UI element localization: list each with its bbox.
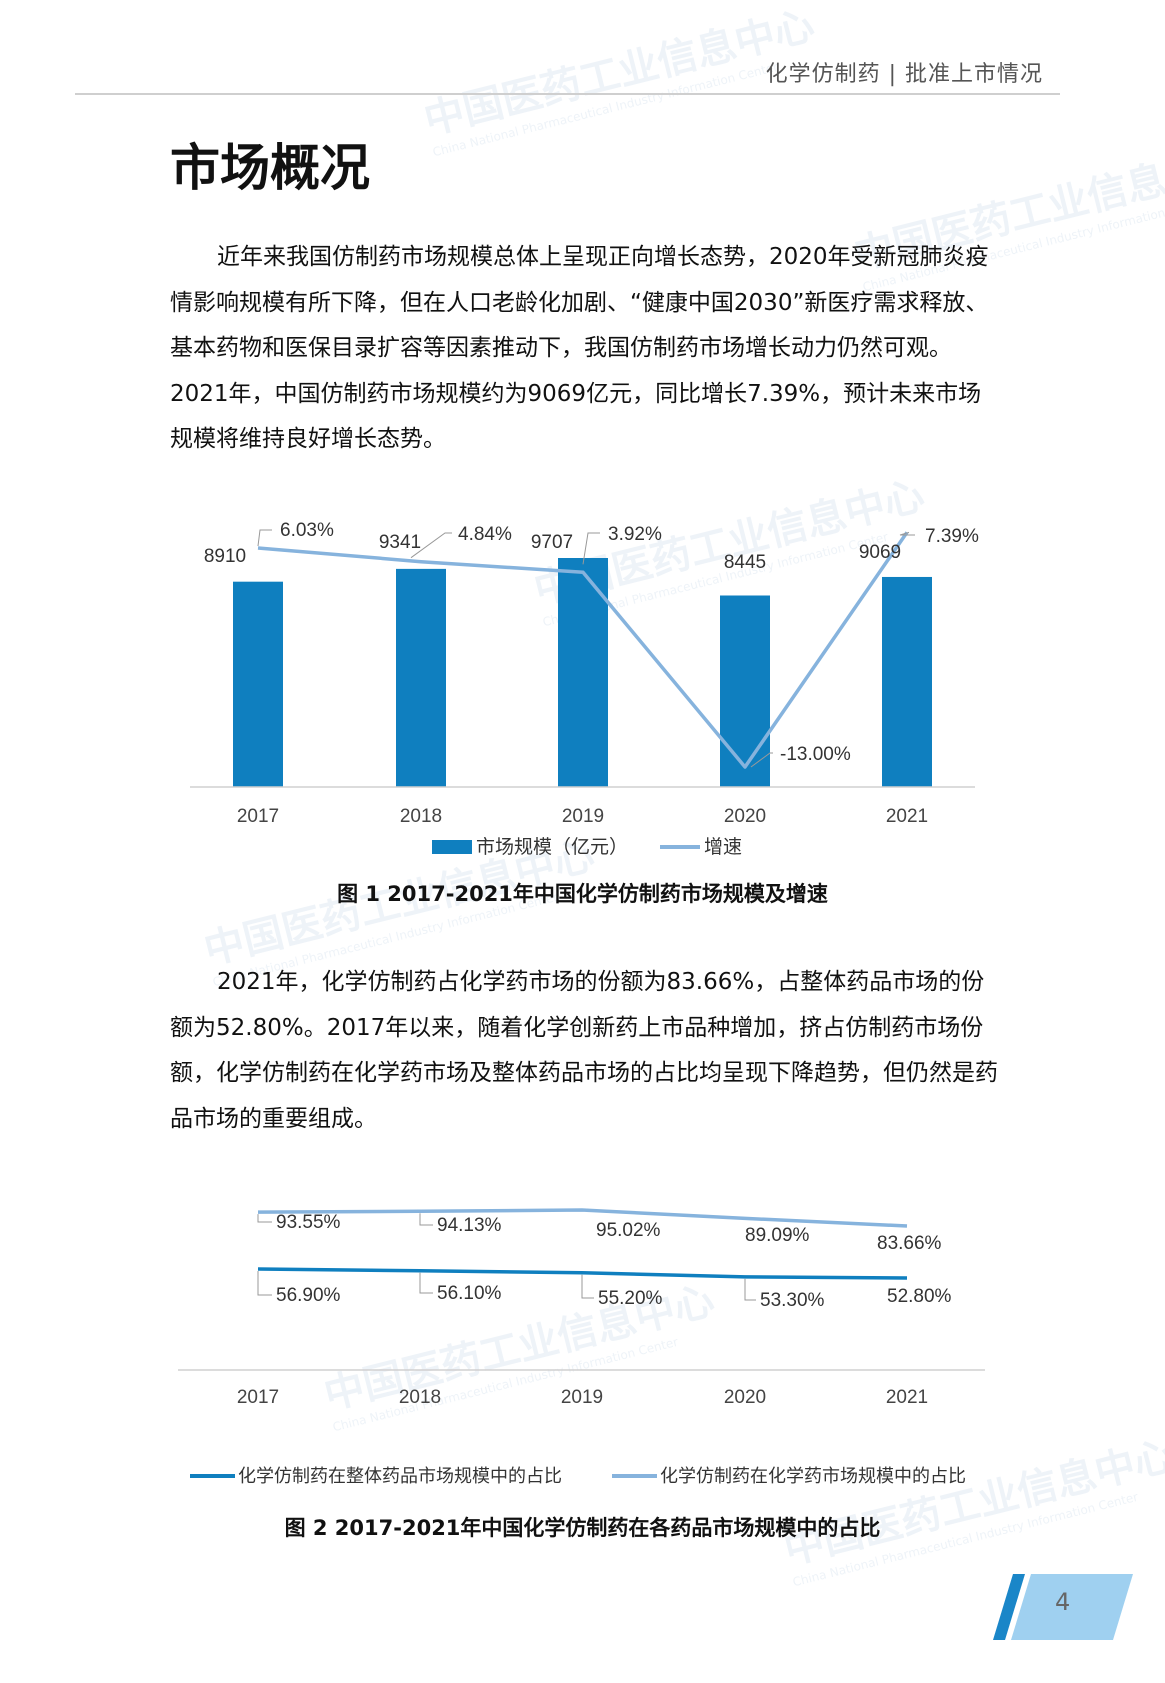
leader-line (581, 1274, 594, 1299)
watermark: 中国医药工业信息中心 China National Pharmaceutical … (419, 2, 819, 160)
figure-1-caption: 图 1 2017-2021年中国化学仿制药市场规模及增速 (337, 882, 828, 906)
share-value-label: 56.10% (437, 1283, 502, 1304)
bar-value-label: 9341 (379, 532, 421, 553)
legend-label-line: 增速 (704, 836, 742, 858)
share-value-label: 89.09% (745, 1225, 810, 1246)
paragraph-2: 2021年，化学仿制药占化学药市场的份额为83.66%，占整体药品市场的份额为5… (170, 969, 998, 1132)
leader-line (419, 1272, 433, 1294)
x-tick-label: 2019 (562, 806, 604, 827)
share-line-chemical (257, 1208, 908, 1228)
growth-value-label: 7.39% (925, 526, 979, 547)
share-value-label: 56.90% (276, 1285, 341, 1306)
figure-2-caption: 图 2 2017-2021年中国化学仿制药在各药品市场规模中的占比 (284, 1516, 881, 1540)
leader-line (744, 1278, 756, 1301)
bar-2020 (720, 595, 770, 787)
x-tick-label: 2018 (400, 806, 442, 827)
paragraph-1: 近年来我国仿制药市场规模总体上呈现正向增长态势，2020年受新冠肺炎疫情影响规模… (170, 244, 989, 452)
header-title: 化学仿制药 | 批准上市情况 (765, 62, 1043, 87)
chart-1: 2017 2018 2019 2020 2021 8910 9341 9707 8445 9069… (190, 520, 979, 858)
x-tick-label: 2019 (561, 1387, 603, 1408)
leader-line (410, 532, 452, 559)
x-tick-label: 2017 (237, 806, 279, 827)
leader-line (257, 529, 272, 547)
share-line-total (257, 1267, 908, 1280)
leader-line (582, 532, 600, 565)
growth-value-label: 3.92% (608, 524, 662, 545)
header-divider (75, 93, 1060, 95)
leader-line (899, 531, 915, 536)
bar-value-label: 8445 (724, 552, 766, 573)
growth-line (257, 531, 909, 769)
leader-line (750, 752, 773, 768)
growth-value-label: 6.03% (280, 520, 334, 541)
x-tick-label: 2021 (886, 1387, 928, 1408)
share-value-label: 94.13% (437, 1215, 502, 1236)
bar-value-label: 8910 (204, 546, 246, 567)
bar-2017 (233, 581, 283, 787)
leader-line (257, 1271, 272, 1296)
page-title: 市场概况 (170, 139, 370, 197)
legend-label-bar: 市场规模（亿元） (476, 836, 628, 858)
share-value-label: 95.02% (596, 1220, 661, 1241)
x-tick-label: 2020 (724, 806, 766, 827)
page-number: 4 (1055, 1588, 1071, 1616)
share-value-label: 52.80% (887, 1286, 952, 1307)
x-tick-label: 2020 (724, 1387, 766, 1408)
page-number-badge: 4 (993, 1574, 1133, 1640)
growth-value-label: 4.84% (458, 524, 512, 545)
share-value-label: 83.66% (877, 1233, 942, 1254)
chart-2: 93.55% 94.13% 95.02% 89.09% 83.66% 56.90% 56.1… (178, 1208, 985, 1487)
share-value-label: 93.55% (276, 1212, 341, 1233)
x-tick-label: 2021 (886, 806, 928, 827)
x-tick-label: 2017 (237, 1387, 279, 1408)
share-value-label: 53.30% (760, 1290, 825, 1311)
bar-2019 (558, 558, 608, 787)
leader-line (257, 1214, 272, 1223)
leader-line (419, 1213, 433, 1226)
x-tick-label: 2018 (399, 1387, 441, 1408)
page-corner-stripes (993, 1574, 1133, 1640)
share-value-label: 55.20% (598, 1288, 663, 1309)
legend-swatch-bar (432, 840, 472, 854)
legend-label-chemical: 化学仿制药在化学药市场规模中的占比 (660, 1466, 966, 1487)
bar-2021 (882, 576, 932, 787)
legend-label-total: 化学仿制药在整体药品市场规模中的占比 (238, 1466, 562, 1487)
growth-value-label: -13.00% (780, 744, 851, 765)
bar-2018 (396, 568, 446, 787)
bar-value-label: 9707 (531, 532, 573, 553)
bar-value-label: 9069 (859, 542, 901, 563)
